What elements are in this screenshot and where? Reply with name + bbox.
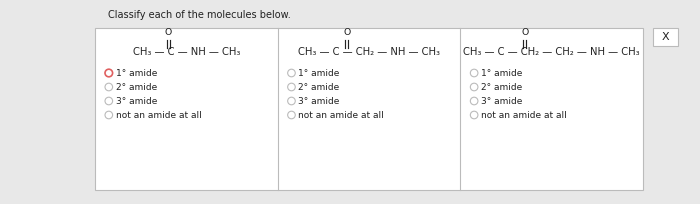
- Text: 1° amide: 1° amide: [481, 69, 522, 78]
- Text: 1° amide: 1° amide: [116, 69, 157, 78]
- Circle shape: [470, 97, 478, 105]
- Text: CH₃ — C — CH₂ — CH₂ — NH — CH₃: CH₃ — C — CH₂ — CH₂ — NH — CH₃: [463, 47, 640, 57]
- Circle shape: [105, 97, 113, 105]
- Circle shape: [470, 69, 478, 77]
- Text: O: O: [164, 28, 172, 37]
- Text: CH₃ — C — NH — CH₃: CH₃ — C — NH — CH₃: [132, 47, 240, 57]
- Text: not an amide at all: not an amide at all: [298, 111, 384, 120]
- Circle shape: [288, 83, 295, 91]
- Text: not an amide at all: not an amide at all: [481, 111, 567, 120]
- Text: 1° amide: 1° amide: [298, 69, 340, 78]
- Text: not an amide at all: not an amide at all: [116, 111, 202, 120]
- Text: 2° amide: 2° amide: [481, 82, 522, 92]
- Text: O: O: [521, 28, 528, 37]
- Circle shape: [288, 111, 295, 119]
- Text: 2° amide: 2° amide: [116, 82, 157, 92]
- Text: 3° amide: 3° amide: [481, 96, 522, 105]
- Circle shape: [288, 97, 295, 105]
- Bar: [653, 28, 678, 46]
- Text: X: X: [662, 32, 669, 42]
- Text: 2° amide: 2° amide: [298, 82, 340, 92]
- Bar: [95, 28, 643, 190]
- Text: 3° amide: 3° amide: [116, 96, 157, 105]
- Circle shape: [105, 69, 113, 77]
- Text: Classify each of the molecules below.: Classify each of the molecules below.: [108, 10, 290, 20]
- Circle shape: [288, 69, 295, 77]
- Circle shape: [470, 111, 478, 119]
- Circle shape: [470, 83, 478, 91]
- Text: O: O: [344, 28, 351, 37]
- Circle shape: [105, 83, 113, 91]
- Text: 3° amide: 3° amide: [298, 96, 340, 105]
- Text: CH₃ — C — CH₂ — NH — CH₃: CH₃ — C — CH₂ — NH — CH₃: [298, 47, 440, 57]
- Circle shape: [105, 111, 113, 119]
